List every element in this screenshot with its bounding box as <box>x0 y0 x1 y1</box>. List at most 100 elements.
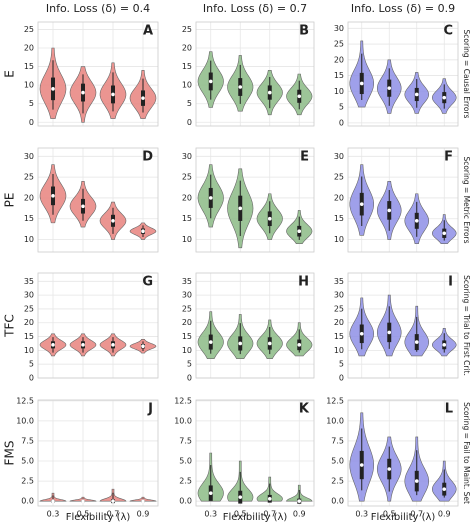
y-tick-label: 10 <box>182 235 192 244</box>
row-note: Scoring = Trial to First Crit. <box>462 275 471 376</box>
median-dot <box>297 343 302 347</box>
panel-letter: K <box>299 402 310 417</box>
panel-border <box>347 272 459 379</box>
y-tick-label: 25 <box>334 40 344 49</box>
y-tick-label: 15 <box>334 214 344 223</box>
median-dot <box>359 331 364 336</box>
y-tick-label: 5 <box>339 103 344 112</box>
median-dot <box>51 343 55 347</box>
y-tick-label: 0 <box>339 374 344 383</box>
median-dot <box>297 229 302 233</box>
x-tick-label: 0.9 <box>137 510 150 519</box>
y-tick-label: 10 <box>24 235 34 244</box>
x-tick-label: 0.5 <box>77 510 90 519</box>
panel-letter: H <box>298 275 309 290</box>
median-dot <box>297 94 302 99</box>
median-dot <box>208 79 213 84</box>
median-dot <box>81 90 85 95</box>
y-tick-label: 5 <box>339 360 344 369</box>
panel-border <box>37 399 159 507</box>
panel-letter: I <box>448 275 453 290</box>
y-tick-label: 0 <box>29 118 34 127</box>
y-tick-label: 20 <box>182 318 192 327</box>
median-dot <box>267 90 272 95</box>
median-dot <box>141 499 145 503</box>
y-tick-label: 25 <box>182 304 192 313</box>
y-tick-label: 20 <box>182 44 192 53</box>
y-tick-label: 10 <box>334 235 344 244</box>
y-tick-label: 20 <box>334 193 344 202</box>
y-tick-label: 5.0 <box>179 457 192 466</box>
y-tick-label: 15 <box>182 62 192 71</box>
y-tick-label: 25 <box>24 304 34 313</box>
y-tick-label: 20 <box>334 55 344 64</box>
median-dot <box>111 219 115 223</box>
y-tick-label: 25 <box>182 173 192 182</box>
column-title: Info. Loss (δ) = 0.7 <box>203 2 307 15</box>
y-tick-label: 10 <box>334 346 344 355</box>
y-tick-label: 15 <box>24 214 34 223</box>
panel-border <box>347 147 459 253</box>
panel-border <box>195 272 315 379</box>
median-dot <box>387 208 392 213</box>
y-tick-label: 25 <box>182 25 192 34</box>
x-axis-label: Flexibility (λ) <box>66 512 131 523</box>
median-dot <box>297 499 302 503</box>
median-dot <box>111 92 115 97</box>
y-tick-label: 0.0 <box>179 497 192 506</box>
panel-letter: A <box>143 24 153 39</box>
y-tick-label: 30 <box>182 152 192 161</box>
median-dot <box>414 340 419 344</box>
y-tick-label: 2.5 <box>331 477 344 486</box>
median-dot <box>442 343 447 347</box>
y-tick-label: 15 <box>182 332 192 341</box>
y-tick-label: 35 <box>24 277 34 286</box>
row-note: Scoring = Fail to Maint. Set <box>462 402 471 504</box>
median-dot <box>387 467 392 471</box>
median-dot <box>359 202 364 206</box>
panel-border <box>37 272 159 379</box>
y-tick-label: 25 <box>24 25 34 34</box>
y-tick-label: 30 <box>334 152 344 161</box>
panel-letter: F <box>444 150 453 165</box>
median-dot <box>111 499 115 503</box>
y-tick-label: 10 <box>24 346 34 355</box>
x-tick-label: 0.7 <box>107 510 120 519</box>
y-tick-label: 35 <box>334 277 344 286</box>
row-label: FMS <box>3 441 17 466</box>
panel-letter: E <box>300 150 309 165</box>
y-tick-label: 5 <box>187 99 192 108</box>
y-tick-label: 12.5 <box>326 396 344 405</box>
row-note: Scoring = Metric Errors <box>462 156 471 243</box>
x-tick-label: 0.7 <box>410 510 423 519</box>
median-dot <box>81 499 85 503</box>
median-dot <box>51 499 55 503</box>
row-label: E <box>3 70 17 78</box>
panel-letter: B <box>299 24 309 39</box>
y-tick-label: 15 <box>334 71 344 80</box>
median-dot <box>51 194 55 198</box>
y-tick-label: 20 <box>24 44 34 53</box>
y-tick-label: 20 <box>182 193 192 202</box>
y-tick-label: 20 <box>24 193 34 202</box>
x-tick-label: 0.3 <box>47 510 60 519</box>
x-axis-label: Flexibility (λ) <box>371 512 436 523</box>
y-tick-label: 25 <box>334 304 344 313</box>
x-tick-label: 0.5 <box>234 510 247 519</box>
median-dot <box>442 487 447 491</box>
median-dot <box>387 86 392 90</box>
x-tick-label: 0.9 <box>438 510 451 519</box>
y-tick-label: 2.5 <box>21 477 34 486</box>
x-tick-label: 0.9 <box>293 510 306 519</box>
y-tick-label: 10 <box>334 87 344 96</box>
median-dot <box>208 196 213 200</box>
panel-letter: G <box>142 275 153 290</box>
x-tick-label: 0.3 <box>204 510 217 519</box>
y-tick-label: 5.0 <box>21 457 34 466</box>
y-tick-label: 10 <box>182 346 192 355</box>
y-tick-label: 10.0 <box>326 416 344 425</box>
median-dot <box>208 340 213 344</box>
median-dot <box>238 495 243 499</box>
x-axis-label: Flexibility (λ) <box>223 512 288 523</box>
